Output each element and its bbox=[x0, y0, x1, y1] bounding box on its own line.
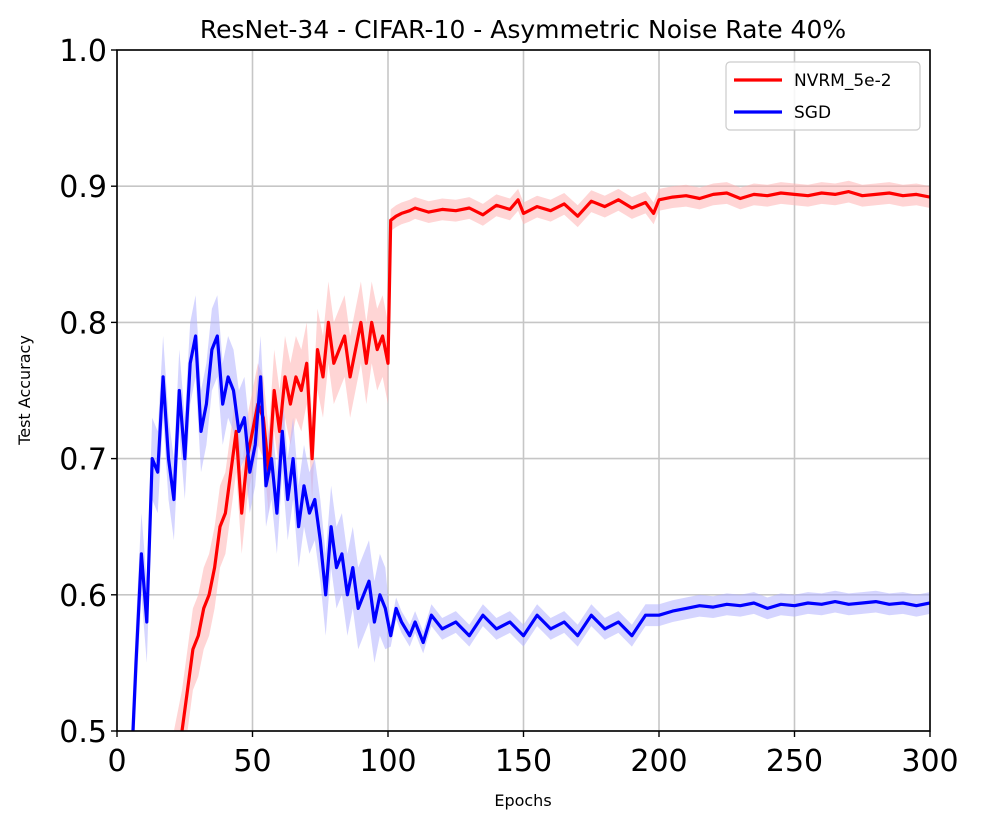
sgd-variance-band bbox=[131, 295, 930, 731]
sgd-legend-label: SGD bbox=[794, 103, 831, 123]
x-tick-label: 150 bbox=[495, 744, 552, 779]
nvrm-5e-2-legend-label: NVRM_5e-2 bbox=[794, 71, 892, 91]
x-axis-label: Epochs bbox=[494, 791, 551, 810]
y-tick-label: 0.7 bbox=[59, 443, 107, 478]
sgd-series-line bbox=[131, 334, 930, 731]
x-tick-label: 50 bbox=[233, 744, 271, 779]
x-tick-label: 300 bbox=[901, 744, 958, 779]
x-tick-label: 200 bbox=[630, 744, 687, 779]
nvrm-5e-2-series-line bbox=[180, 190, 930, 731]
y-axis-label: Test Accuracy bbox=[15, 335, 34, 446]
y-tick-label: 0.6 bbox=[59, 579, 107, 614]
tick-labels: 0 50 100 150 200 250 300 0.5 0.6 0.7 0.8 0.9 1.0 bbox=[59, 34, 958, 779]
y-tick-label: 0.5 bbox=[59, 715, 107, 750]
x-tick-label: 100 bbox=[359, 744, 416, 779]
chart-title: ResNet-34 - CIFAR-10 - Asymmetric Noise … bbox=[200, 15, 846, 44]
nvrm-5e-2-variance-band bbox=[173, 180, 930, 731]
variance-bands bbox=[131, 180, 930, 731]
series-lines bbox=[131, 190, 930, 731]
x-tick-label: 0 bbox=[107, 744, 126, 779]
y-tick-label: 1.0 bbox=[59, 34, 107, 69]
y-tick-label: 0.9 bbox=[59, 170, 107, 205]
legend: NVRM_5e-2 SGD bbox=[725, 61, 921, 131]
y-tick-label: 0.8 bbox=[59, 306, 107, 341]
x-tick-label: 250 bbox=[766, 744, 823, 779]
